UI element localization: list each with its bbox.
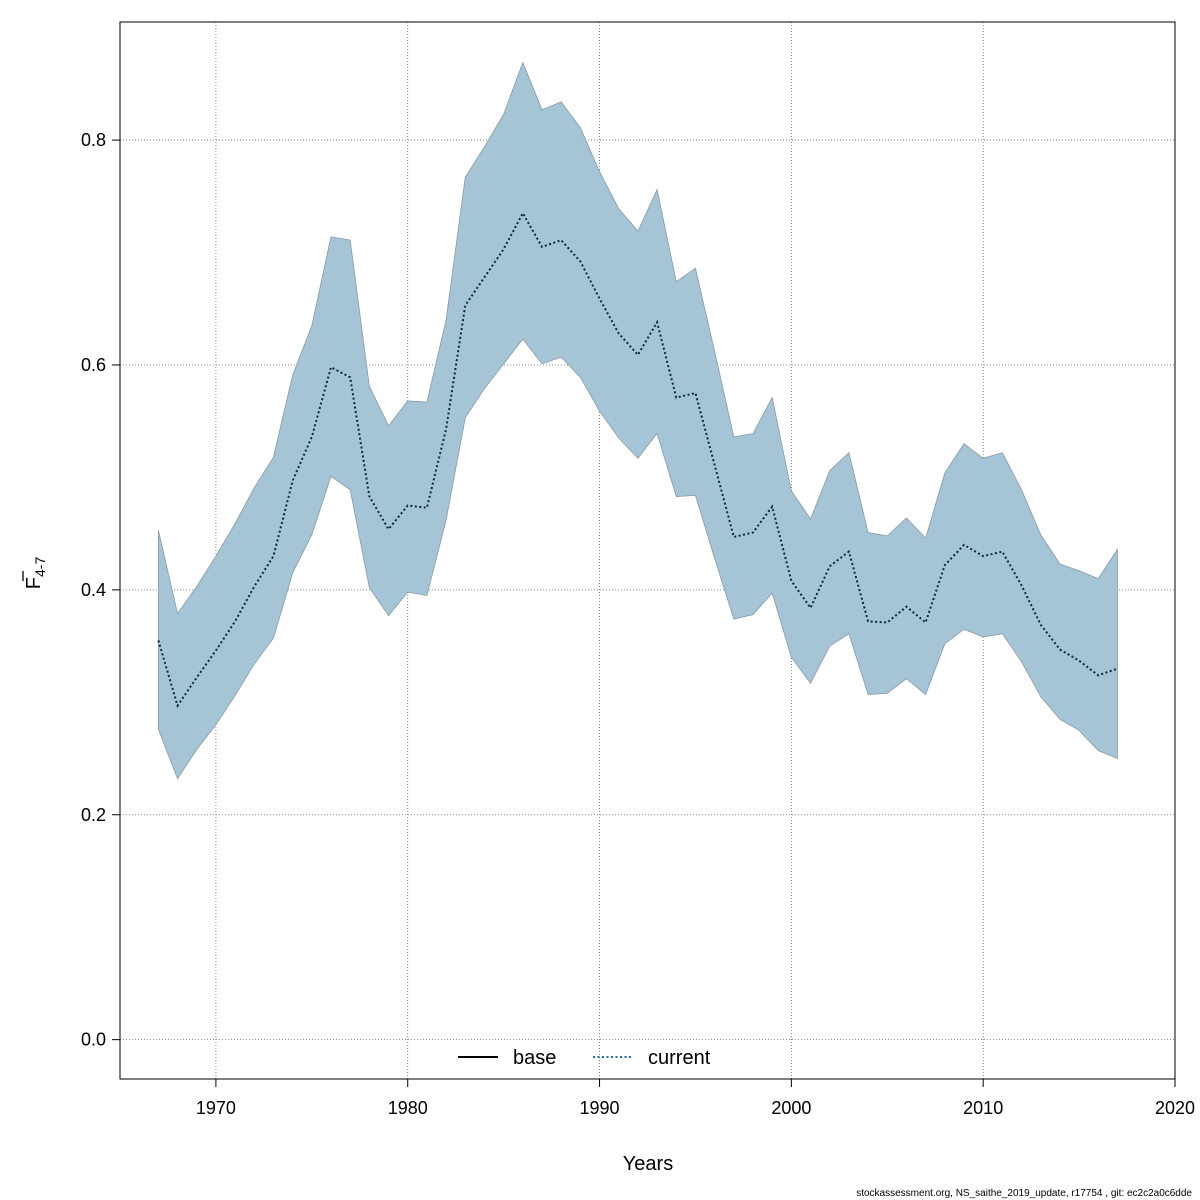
y-tick-label: 0.2 [81,805,106,825]
footer-note: stockassessment.org, NS_saithe_2019_upda… [856,1188,1192,1199]
y-tick-label: 0.0 [81,1030,106,1050]
y-axis: 0.0 0.2 0.4 0.6 0.8 [81,130,121,1050]
x-tick-label: 1990 [580,1098,620,1118]
x-tick-label: 2010 [963,1098,1003,1118]
confidence-band-layer [157,61,1118,780]
x-tick-label: 1970 [196,1098,236,1118]
x-tick-label: 2020 [1155,1098,1195,1118]
y-tick-label: 0.8 [81,130,106,150]
x-axis: 1970 1980 1990 2000 2010 2020 [196,1078,1195,1118]
y-tick-label: 0.6 [81,355,106,375]
y-tick-label: 0.4 [81,580,106,600]
x-tick-label: 1980 [388,1098,428,1118]
y-axis-title-sub: 4-7 [32,557,48,577]
legend-current-label: current [648,1047,711,1069]
y-axis-title-main: F [23,577,45,589]
svg-text:F4-7: F4-7 [23,557,48,590]
legend: base current [458,1047,711,1069]
y-axis-title: F4-7 [22,557,48,590]
series-line-layer [157,211,1118,708]
legend-base-label: base [513,1047,556,1069]
confidence-band [157,61,1118,780]
series-line-current [157,211,1118,708]
x-tick-label: 2000 [771,1098,811,1118]
x-axis-title: Years [623,1153,673,1175]
